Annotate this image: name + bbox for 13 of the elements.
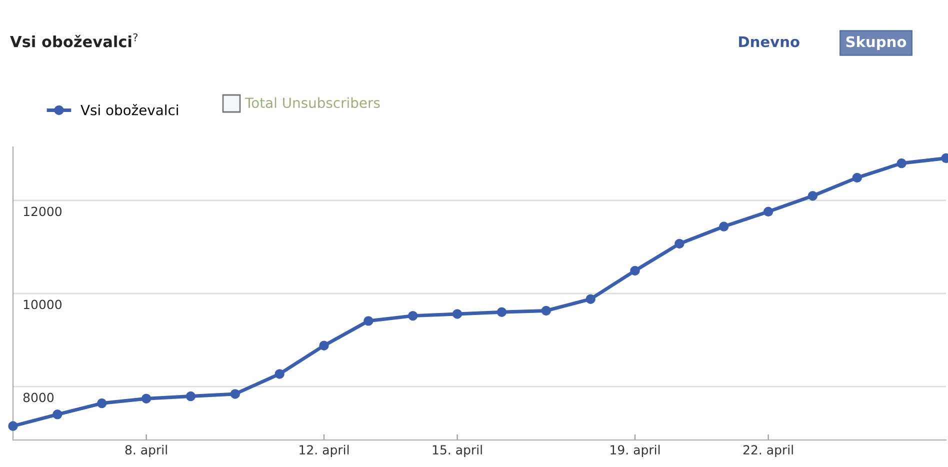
text: Dnevno <box>739 36 800 48</box>
text: Skupno <box>846 36 906 50</box>
text: Total Unsubscribers <box>244 97 380 108</box>
x-tick-label: 12. april <box>300 444 349 457</box>
x-tick-label: 8. april <box>125 444 167 457</box>
y-tick-label: 10000 <box>24 300 62 310</box>
x-tick-label: 15. april <box>432 444 482 457</box>
legend-label: Vsi oboževalci <box>80 104 178 116</box>
y-tick-label: 12000 <box>24 206 62 216</box>
x-tick-label: 19. april <box>610 444 660 457</box>
y-tick-label: 8000 <box>23 392 54 402</box>
x-tick-label: 22. april <box>743 444 793 457</box>
chart-title: Vsi oboževalci$^{?}$ <box>10 33 138 48</box>
